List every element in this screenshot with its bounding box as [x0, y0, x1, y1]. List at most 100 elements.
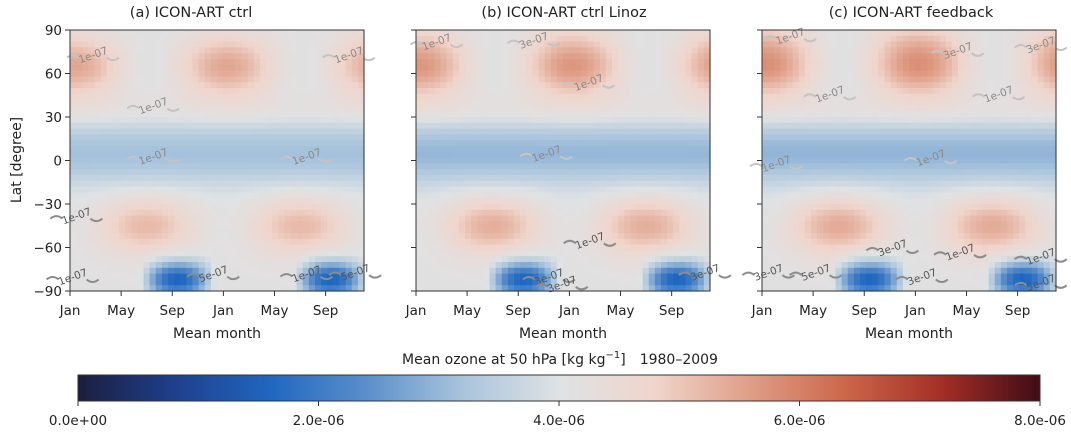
heatmap-cell — [302, 204, 310, 211]
heatmap-cell — [327, 279, 334, 286]
heatmap-cell — [302, 64, 310, 72]
heatmap-cell — [125, 267, 132, 275]
heatmap-cell — [446, 175, 454, 182]
heatmap-cell — [520, 140, 527, 147]
heatmap-cell — [823, 64, 830, 72]
heatmap-cell — [556, 175, 564, 182]
heatmap-cell — [446, 105, 454, 112]
heatmap-cell — [587, 117, 595, 124]
heatmap-cell — [835, 163, 843, 170]
heatmap-cell — [272, 267, 279, 275]
heatmap-cell — [339, 273, 347, 280]
heatmap-cell — [155, 244, 163, 251]
heatmap-cell — [648, 111, 656, 118]
heatmap-cell — [563, 244, 570, 251]
heatmap-cell — [465, 140, 472, 147]
heatmap-cell — [587, 267, 595, 275]
heatmap-cell — [452, 35, 460, 43]
heatmap-cell — [70, 285, 77, 292]
heatmap-cell — [272, 88, 279, 95]
heatmap-cell — [612, 35, 619, 43]
heatmap-cell — [259, 88, 267, 95]
heatmap-cell — [149, 262, 157, 269]
heatmap-cell — [786, 76, 794, 83]
heatmap-cell — [235, 238, 243, 246]
heatmap-cell — [70, 82, 77, 89]
heatmap-cell — [357, 227, 365, 234]
heatmap-cell — [612, 256, 619, 263]
heatmap-cell — [94, 192, 102, 199]
heatmap-cell — [155, 146, 163, 153]
heatmap-cell — [217, 47, 224, 54]
heatmap-cell — [774, 267, 781, 275]
heatmap-cell — [125, 215, 132, 222]
heatmap-cell — [223, 163, 230, 170]
heatmap-cell — [186, 215, 194, 222]
heatmap-cell — [829, 175, 837, 182]
heatmap-cell — [835, 227, 843, 234]
heatmap-cell — [76, 30, 83, 37]
heatmap-cell — [192, 204, 200, 211]
heatmap-cell — [70, 198, 77, 205]
heatmap-cell — [180, 99, 187, 106]
heatmap-cell — [489, 279, 497, 286]
heatmap-cell — [198, 180, 206, 188]
heatmap-cell — [137, 262, 145, 269]
heatmap-cell — [198, 93, 206, 101]
heatmap-cell — [94, 93, 102, 101]
heatmap-cell — [259, 285, 267, 292]
heatmap-cell — [550, 180, 558, 188]
heatmap-cell — [119, 105, 126, 112]
heatmap-cell — [642, 41, 650, 48]
heatmap-cell — [703, 30, 711, 37]
heatmap-cell — [351, 279, 359, 286]
heatmap-cell — [581, 146, 589, 153]
heatmap-cell — [125, 250, 132, 257]
heatmap-cell — [654, 128, 662, 135]
heatmap-cell — [612, 262, 619, 269]
heatmap-cell — [266, 35, 273, 43]
heatmap-cell — [654, 30, 662, 37]
heatmap-cell — [471, 215, 478, 222]
heatmap-cell — [563, 227, 570, 234]
heatmap-cell — [428, 99, 435, 106]
heatmap-cell — [823, 273, 830, 280]
heatmap-cell — [575, 273, 582, 280]
heatmap-cell — [434, 209, 442, 217]
heatmap-cell — [636, 267, 644, 275]
heatmap-cell — [106, 209, 114, 217]
heatmap-cell — [112, 70, 120, 77]
heatmap-cell — [315, 163, 322, 170]
heatmap-cell — [70, 256, 77, 263]
heatmap-cell — [131, 221, 138, 228]
heatmap-cell — [149, 175, 157, 182]
x-tick-label: Jan — [558, 303, 580, 319]
heatmap-cell — [780, 169, 788, 176]
heatmap-cell — [780, 221, 788, 228]
heatmap-cell — [642, 279, 650, 286]
heatmap-cell — [88, 30, 96, 37]
heatmap-cell — [308, 76, 316, 83]
heatmap-cell — [703, 273, 711, 280]
heatmap-cell — [259, 151, 267, 159]
heatmap-cell — [416, 76, 423, 83]
heatmap-cell — [786, 82, 794, 89]
heatmap-cell — [100, 186, 108, 193]
heatmap-cell — [654, 227, 662, 234]
heatmap-cell — [792, 163, 800, 170]
heatmap-cell — [357, 99, 365, 106]
heatmap-cell — [82, 227, 89, 234]
heatmap-cell — [198, 233, 206, 240]
heatmap-cell — [661, 186, 668, 193]
heatmap-cell — [605, 105, 613, 112]
heatmap-cell — [798, 35, 806, 43]
heatmap-cell — [768, 99, 775, 106]
heatmap-cell — [452, 198, 460, 205]
heatmap-cell — [186, 279, 194, 286]
heatmap-cell — [507, 163, 515, 170]
heatmap-cell — [241, 117, 249, 124]
heatmap-cell — [452, 244, 460, 251]
heatmap-cell — [495, 134, 503, 141]
heatmap-cell — [679, 227, 687, 234]
heatmap-cell — [155, 192, 163, 199]
